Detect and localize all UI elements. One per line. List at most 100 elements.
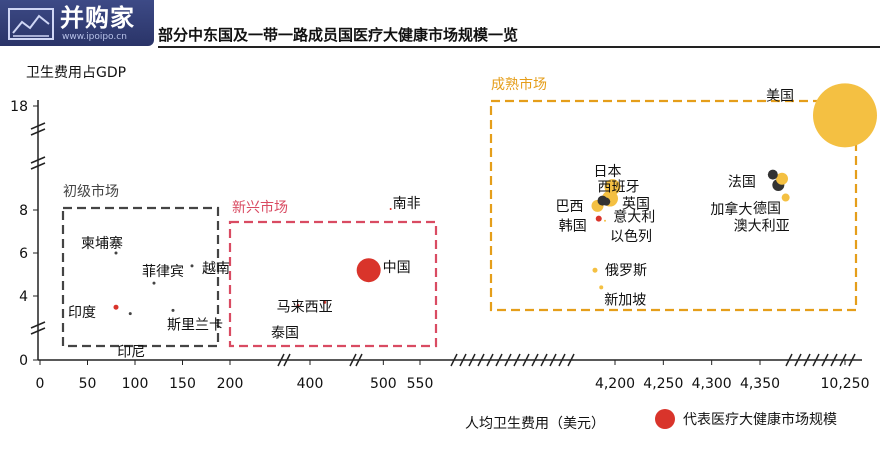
point-label: 俄罗斯 [605, 263, 647, 279]
x-tick-label: 200 [217, 376, 244, 392]
point-label: 新加坡 [604, 292, 646, 308]
data-point [595, 215, 602, 222]
data-point [171, 308, 175, 312]
x-axis-break-mark [812, 353, 820, 367]
x-axis-break-mark [450, 353, 458, 367]
y-tick-label: 8 [19, 203, 28, 219]
x-tick-label: 4,250 [643, 376, 683, 392]
x-axis-break-mark [794, 353, 802, 367]
y-axis-break [30, 156, 46, 170]
x-tick-label: 550 [407, 376, 434, 392]
data-point [323, 300, 327, 304]
data-point [767, 169, 778, 180]
x-axis-break-mark [549, 353, 557, 367]
point-label: 马来西亚 [277, 299, 333, 315]
data-point [389, 207, 392, 210]
data-point [813, 83, 877, 148]
y-tick-label: 4 [19, 289, 28, 305]
x-tick-label: 500 [370, 376, 397, 392]
data-point [781, 193, 790, 202]
point-label: 以色列 [610, 228, 652, 245]
x-tick-label: 0 [36, 376, 45, 392]
logo-badge: 并购家 www.ipoipo.cn [0, 0, 154, 46]
data-point [599, 285, 604, 290]
point-label: 越南 [202, 261, 230, 277]
y-axis-break [30, 122, 46, 136]
x-axis-break-mark [468, 353, 476, 367]
data-point [152, 281, 156, 285]
x-axis-break-mark [513, 353, 521, 367]
y-tick-label: 6 [19, 246, 28, 262]
x-axis-break-mark [504, 353, 512, 367]
market-group-box [228, 220, 438, 348]
x-axis-label: 人均卫生费用（美元） [465, 416, 605, 432]
point-label: 中国 [383, 260, 411, 276]
data-point [113, 304, 119, 310]
logo-chart-icon [8, 8, 54, 40]
y-tick-label: 18 [10, 99, 28, 115]
x-tick-label: 4,300 [692, 376, 732, 392]
point-label: 印度 [68, 305, 96, 321]
chart-title: 部分中东国及一带一路成员国医疗大健康市场规模一览 [158, 26, 519, 44]
logo-text: 并购家 [60, 4, 135, 32]
x-axis-break-mark [567, 353, 575, 367]
x-tick-label: 100 [122, 376, 149, 392]
point-label: 韩国 [559, 219, 587, 235]
point-label: 巴西 [556, 199, 584, 215]
data-point [592, 267, 598, 273]
legend: 代表医疗大健康市场规模 [655, 409, 837, 429]
point-label: 法国 [728, 175, 756, 191]
point-label: 英国 [622, 196, 650, 213]
x-axis-break-mark [830, 353, 838, 367]
x-axis-break-mark [486, 353, 494, 367]
legend-label: 代表医疗大健康市场规模 [683, 412, 837, 428]
market-group-label: 新兴市场 [232, 199, 288, 216]
x-tick-label: 10,250 [821, 376, 870, 392]
market-group-label: 成熟市场 [491, 76, 547, 93]
point-label: 意大利 [613, 209, 655, 226]
x-tick-label: 4,350 [740, 376, 780, 392]
market-group-box [61, 206, 220, 348]
x-axis-break-mark [477, 353, 485, 367]
data-point [356, 258, 381, 283]
x-axis-break [277, 353, 291, 367]
data-point [776, 172, 788, 185]
point-label: 日本 [594, 164, 622, 180]
x-axis-break-mark [803, 353, 811, 367]
logo-url: www.ipoipo.cn [62, 32, 127, 42]
x-axis-break-mark [821, 353, 829, 367]
x-tick-label: 4,200 [595, 376, 635, 392]
point-label: 斯里兰卡 [167, 317, 223, 333]
x-tick-label: 150 [169, 376, 196, 392]
x-axis-break-mark [785, 353, 793, 367]
point-label: 美国 [766, 88, 794, 104]
y-tick-label: 0 [19, 353, 28, 369]
data-point [128, 312, 132, 316]
data-point [114, 251, 118, 255]
y-axis-label: 卫生费用占GDP [26, 65, 127, 81]
point-label: 西班牙 [598, 180, 640, 196]
point-label: 柬埔寨 [81, 235, 123, 252]
data-point [602, 197, 611, 206]
x-axis-break-mark [540, 353, 548, 367]
point-label: 印尼 [117, 345, 145, 361]
x-axis-break-mark [531, 353, 539, 367]
y-axis-break [30, 321, 46, 335]
data-point [296, 304, 300, 308]
point-label: 菲律宾 [142, 264, 184, 280]
title-rule [158, 46, 880, 48]
point-label: 南非 [393, 196, 421, 212]
x-axis-break-mark [848, 353, 856, 367]
x-axis-break-mark [522, 353, 530, 367]
point-label: 德国 [753, 201, 781, 217]
x-axis-break-mark [558, 353, 566, 367]
market-group-label: 初级市场 [63, 183, 119, 200]
x-axis-break-mark [839, 353, 847, 367]
x-axis-break-mark [459, 353, 467, 367]
x-tick-label: 50 [79, 376, 97, 392]
point-label: 澳大利亚 [734, 219, 790, 235]
legend-dot [655, 409, 675, 429]
market-group-box [489, 99, 858, 312]
x-axis-break-mark [495, 353, 503, 367]
